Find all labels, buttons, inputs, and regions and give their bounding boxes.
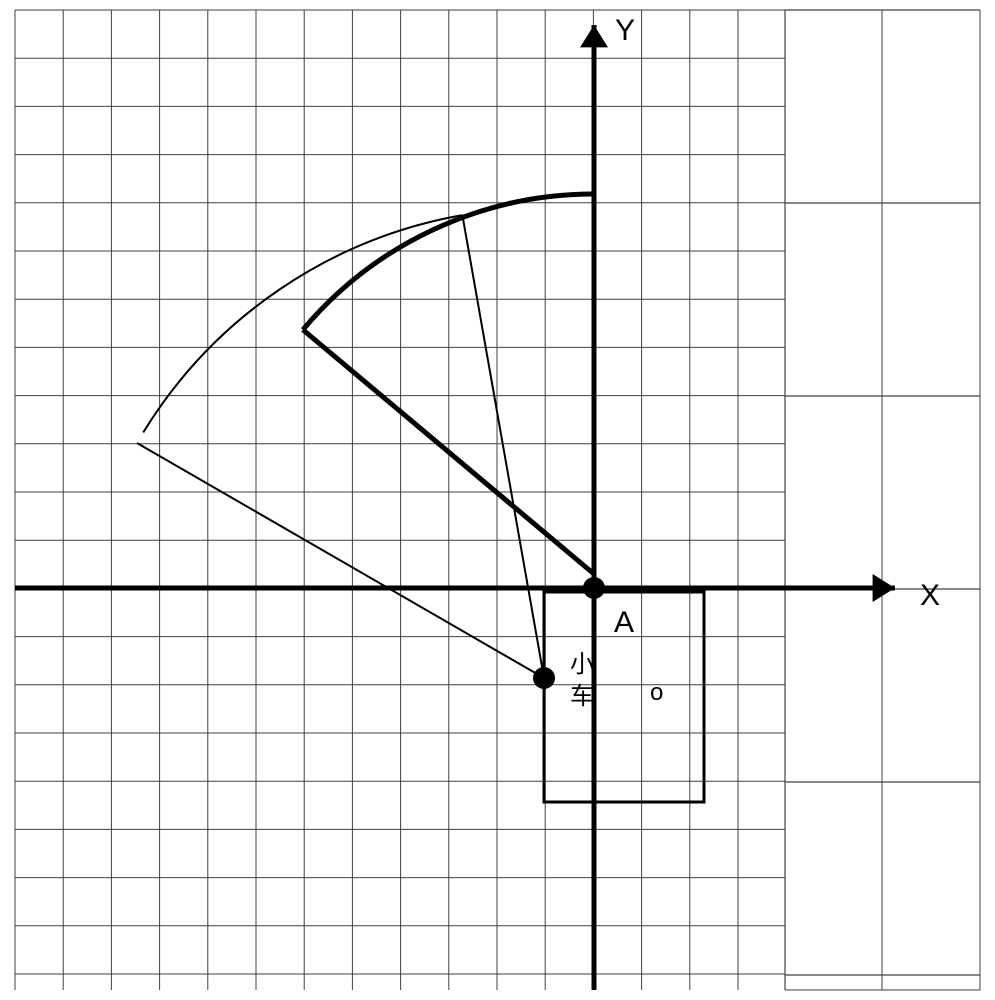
- x-axis-label: X: [920, 579, 940, 612]
- axes: [15, 25, 895, 990]
- car-label-2: 车: [570, 683, 594, 710]
- labels: X Y A小车 o: [570, 14, 940, 710]
- car-label-o: o: [650, 679, 663, 706]
- fan-sectors: [137, 194, 594, 678]
- y-axis-label: Y: [615, 14, 635, 47]
- grid: [15, 10, 980, 990]
- coordinate-diagram: X Y A小车 o: [0, 0, 995, 1000]
- car-label-1: 小: [570, 651, 594, 678]
- point-a-label: A: [614, 606, 634, 639]
